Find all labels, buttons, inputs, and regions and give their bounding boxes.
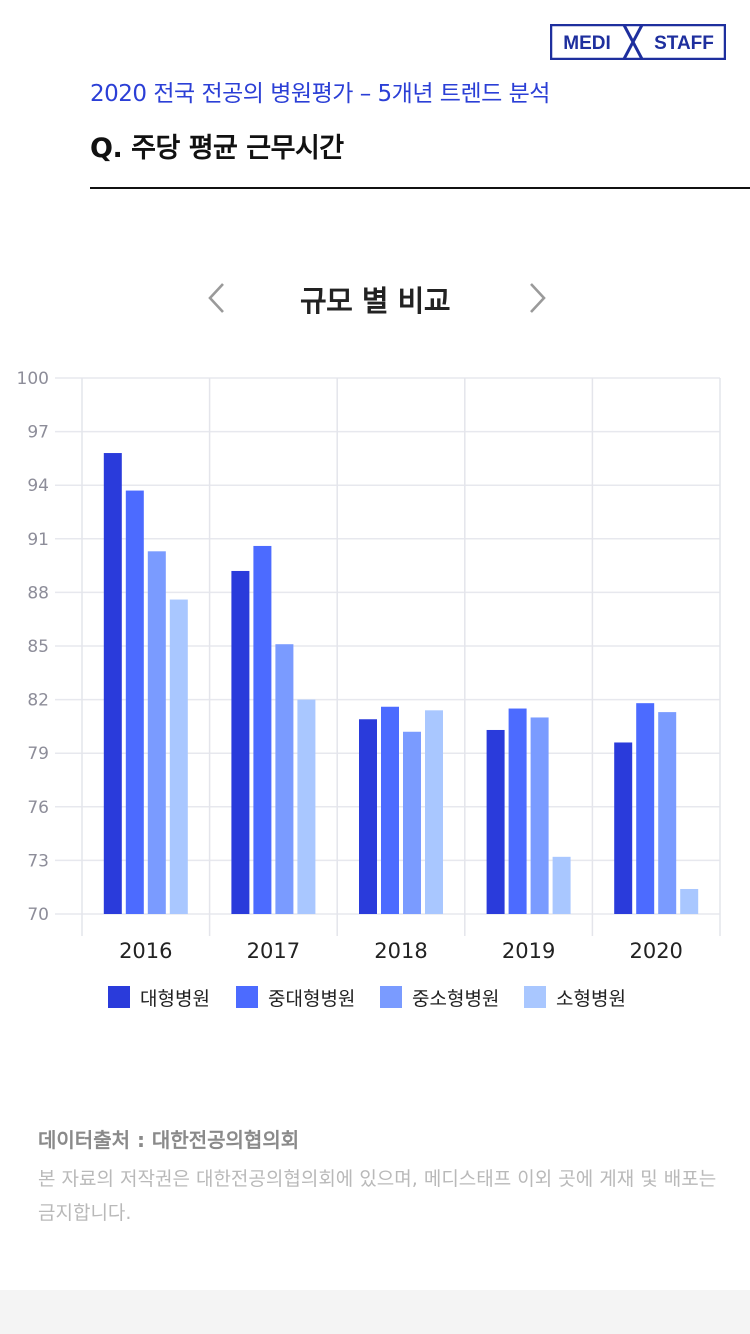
bar xyxy=(359,719,377,914)
x-tick-label: 2018 xyxy=(374,939,427,963)
medistaff-logo: MEDI STAFF xyxy=(550,24,726,60)
legend-label: 중소형병원 xyxy=(412,988,499,1010)
y-tick-label: 91 xyxy=(27,530,49,550)
x-tick-label: 2019 xyxy=(502,939,555,963)
bar-chart: 70 73 76 79 82 85 88 91 94 97 100 2016 2017 2018 2019 2… xyxy=(17,369,721,1010)
y-tick-label: 76 xyxy=(27,798,49,818)
bar xyxy=(169,599,188,914)
question-title: Q. 주당 평균 근무시간 xyxy=(90,133,344,164)
chart-title: 규모 별 비교 xyxy=(299,284,451,318)
bar xyxy=(231,570,250,914)
bar xyxy=(486,729,505,914)
legend-swatch xyxy=(236,986,258,1008)
header-divider xyxy=(90,187,750,189)
data-source: 데이터출처 : 대한전공의협의회 xyxy=(38,1128,300,1152)
x-tick-label: 2020 xyxy=(629,939,682,963)
y-tick-label: 70 xyxy=(27,905,49,925)
footer-band xyxy=(0,1290,750,1334)
bar xyxy=(614,742,633,914)
bar xyxy=(103,453,122,914)
bar xyxy=(253,545,272,914)
bar xyxy=(636,703,655,914)
x-tick-label: 2016 xyxy=(119,939,172,963)
legend-label: 소형병원 xyxy=(556,988,626,1010)
report-subtitle: 2020 전국 전공의 병원평가 – 5개년 트렌드 분석 xyxy=(90,81,550,107)
bar xyxy=(425,710,443,914)
legend-swatch xyxy=(380,986,402,1008)
logo-text-left: MEDI xyxy=(563,33,611,54)
bar xyxy=(658,712,677,914)
chevron-left-icon[interactable] xyxy=(200,280,236,316)
bar xyxy=(297,699,316,914)
legend-swatch xyxy=(524,986,546,1008)
y-tick-label: 88 xyxy=(27,583,49,603)
legend-label: 중대형병원 xyxy=(268,988,355,1010)
x-tick-label: 2017 xyxy=(247,939,300,963)
y-tick-label: 79 xyxy=(27,744,49,764)
chevron-right-icon[interactable] xyxy=(518,280,554,316)
logo-text-right: STAFF xyxy=(654,33,714,54)
legend-swatch xyxy=(108,986,130,1008)
y-tick-label: 94 xyxy=(27,476,49,496)
y-tick-label: 100 xyxy=(17,369,49,389)
bar xyxy=(275,644,294,914)
y-tick-label: 97 xyxy=(27,423,49,443)
bar xyxy=(680,888,699,914)
bar xyxy=(552,856,571,914)
y-tick-label: 82 xyxy=(27,691,49,711)
bar xyxy=(125,490,144,914)
y-tick-label: 73 xyxy=(27,851,49,871)
y-tick-label: 85 xyxy=(27,637,49,657)
bar xyxy=(508,708,527,914)
bar xyxy=(147,551,166,914)
legend-label: 대형병원 xyxy=(140,988,210,1010)
copyright-notice: 본 자료의 저작권은 대한전공의협의회에 있으며, 메디스태프 이외 곳에 게재… xyxy=(38,1168,717,1224)
bar xyxy=(530,717,549,914)
bar xyxy=(403,731,421,914)
bar xyxy=(381,706,399,914)
